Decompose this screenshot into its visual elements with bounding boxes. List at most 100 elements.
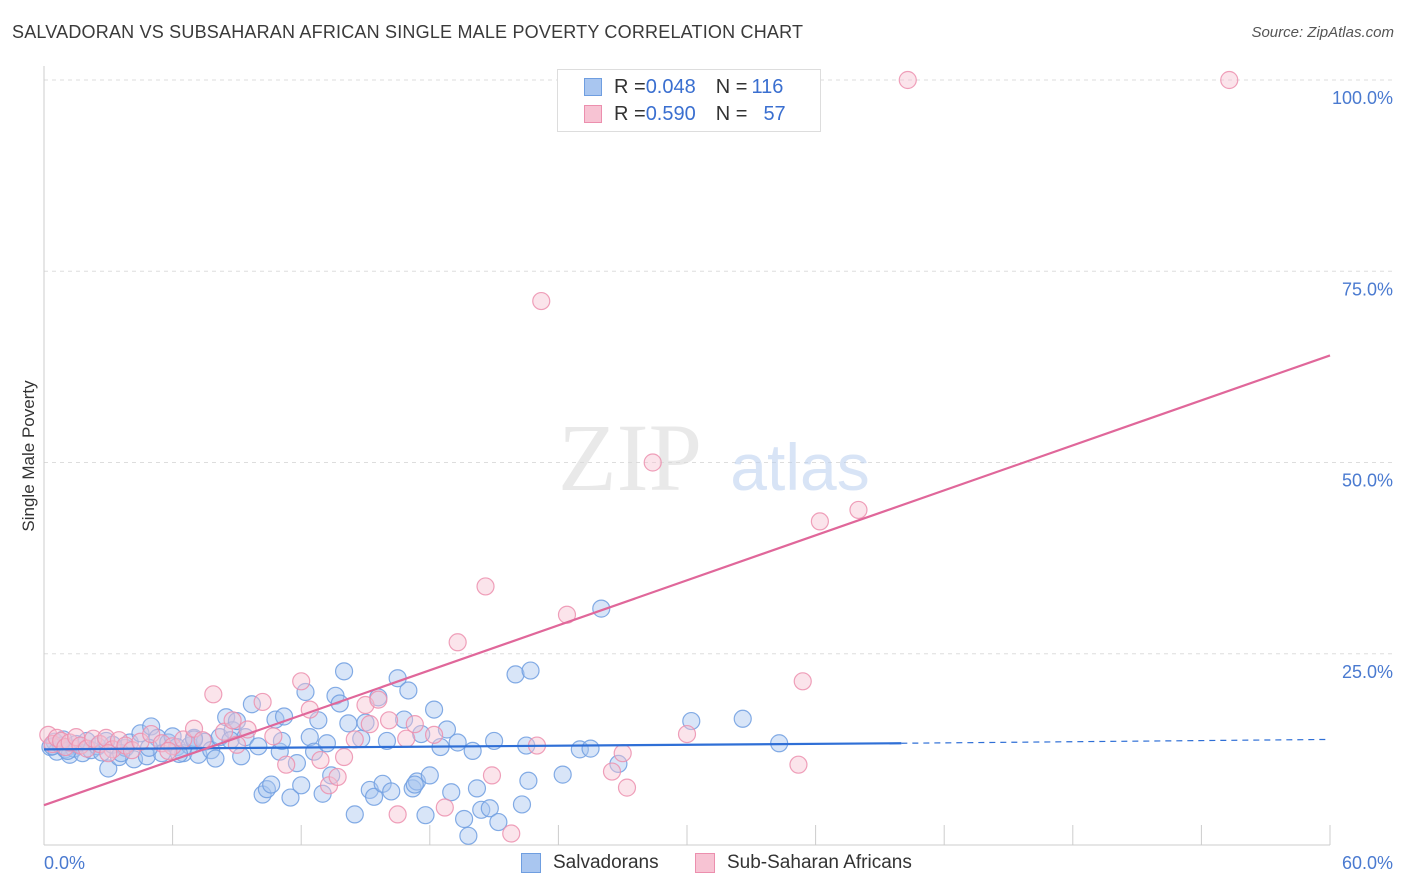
bottom-legend-sub-saharan-africans: Sub-Saharan Africans bbox=[695, 852, 912, 874]
salvadoran-point bbox=[281, 788, 300, 807]
sub-saharan-point bbox=[405, 715, 424, 734]
sub-saharan-point bbox=[898, 70, 917, 90]
salvadoran-point bbox=[262, 775, 281, 794]
sub-saharan-point bbox=[476, 577, 495, 596]
watermark-zip: ZIP bbox=[558, 404, 702, 511]
sub-saharan-point bbox=[388, 805, 407, 824]
sub-saharan-point bbox=[223, 711, 242, 730]
x-tick-label: 60.0% bbox=[1342, 853, 1393, 873]
sub-saharan-point bbox=[264, 727, 283, 746]
sub-saharan-point bbox=[204, 685, 223, 704]
sub-saharan-point bbox=[379, 711, 399, 730]
salvadoran-point bbox=[272, 731, 292, 751]
sub-saharan-point bbox=[482, 766, 502, 785]
bottom-legend-swatch-pink bbox=[695, 853, 715, 873]
y-tick-label: 50.0% bbox=[1342, 471, 1393, 491]
sub-saharan-trend-line bbox=[43, 354, 1331, 807]
sub-saharan-point bbox=[277, 755, 296, 774]
x-tick-label: 0.0% bbox=[44, 853, 85, 873]
salvadoran-point bbox=[242, 695, 262, 714]
legend-r-label: R = bbox=[614, 75, 646, 98]
bottom-legend-label: Salvadorans bbox=[553, 852, 659, 873]
sub-saharan-point bbox=[810, 512, 829, 531]
sub-saharan-point bbox=[360, 715, 379, 734]
salvadoran-point bbox=[339, 714, 358, 733]
sub-saharan-point bbox=[1220, 70, 1239, 90]
salvadoran-point bbox=[249, 737, 268, 756]
legend-n-label: N = bbox=[715, 102, 748, 125]
salvadoran-point bbox=[489, 812, 508, 832]
salvadoran-trend-extension bbox=[901, 738, 1331, 744]
salvadoran-point bbox=[463, 741, 482, 761]
sub-saharan-point bbox=[369, 690, 388, 709]
sub-saharan-point bbox=[502, 824, 521, 843]
sub-saharan-point bbox=[292, 672, 311, 691]
sub-saharan-point bbox=[435, 798, 454, 817]
sub-saharan-point bbox=[532, 291, 551, 311]
stats-legend: R = 0.048 N = 116 R = 0.590 N = 57 bbox=[557, 69, 821, 132]
legend-row-salvadorans: R = 0.048 N = 116 bbox=[584, 75, 783, 99]
sub-saharan-point bbox=[448, 633, 467, 652]
salvadoran-point bbox=[292, 776, 311, 795]
salvadoran-point bbox=[364, 787, 384, 806]
salvadoran-point bbox=[467, 779, 487, 798]
salvadoran-point bbox=[581, 739, 600, 758]
gridlines bbox=[44, 79, 1392, 655]
sub-saharan-point bbox=[613, 744, 632, 763]
y-tick-label: 25.0% bbox=[1342, 662, 1393, 682]
sub-saharan-point bbox=[238, 720, 257, 739]
legend-n-value: 57 bbox=[763, 102, 786, 125]
watermark-atlas: atlas bbox=[730, 430, 869, 504]
salvadoran-point bbox=[459, 826, 478, 845]
sub-saharan-point bbox=[602, 762, 622, 781]
axes bbox=[43, 66, 1331, 846]
bottom-legend-label: Sub-Saharan Africans bbox=[727, 852, 912, 873]
series-sub-saharan-africans bbox=[39, 70, 1239, 843]
salvadoran-point bbox=[296, 682, 315, 702]
salvadoran-point bbox=[377, 731, 397, 751]
salvadoran-point bbox=[519, 771, 538, 790]
legend-r-label: R = bbox=[614, 102, 646, 125]
sub-saharan-point bbox=[159, 741, 178, 761]
salvadoran-point bbox=[206, 749, 225, 768]
salvadoran-point bbox=[733, 709, 752, 728]
sub-saharan-point bbox=[334, 747, 354, 767]
salvadoran-point bbox=[448, 733, 467, 752]
sub-saharan-point bbox=[793, 672, 812, 691]
salvadoran-point bbox=[317, 734, 337, 753]
salvadoran-point bbox=[163, 727, 182, 746]
salvadoran-point bbox=[394, 710, 414, 729]
salvadoran-trend-line bbox=[43, 742, 902, 751]
salvadoran-point bbox=[382, 782, 401, 801]
sub-saharan-point bbox=[193, 731, 212, 750]
legend-swatch-blue bbox=[584, 78, 602, 96]
sub-saharan-point bbox=[328, 767, 347, 787]
bottom-legend-salvadorans: Salvadorans bbox=[521, 852, 659, 874]
salvadoran-point bbox=[424, 700, 444, 719]
tick-labels: 25.0% 50.0% 75.0% 100.0% 0.0% 60.0% bbox=[44, 88, 1393, 873]
y-tick-label: 100.0% bbox=[1332, 88, 1393, 108]
chart-title: SALVADORAN VS SUBSAHARAN AFRICAN SINGLE … bbox=[12, 22, 804, 42]
salvadoran-point bbox=[334, 662, 354, 681]
salvadoran-point bbox=[512, 795, 532, 814]
salvadoran-point bbox=[345, 805, 364, 824]
y-axis-label: Single Male Poverty bbox=[19, 380, 38, 532]
legend-r-value: 0.590 bbox=[645, 102, 696, 125]
sub-saharan-point bbox=[849, 500, 868, 520]
bottom-legend-swatch-blue bbox=[521, 853, 541, 873]
salvadoran-point bbox=[399, 681, 418, 700]
salvadoran-point bbox=[420, 766, 439, 785]
sub-saharan-point bbox=[643, 453, 662, 472]
y-tick-label: 75.0% bbox=[1342, 279, 1393, 299]
sub-saharan-point bbox=[424, 725, 444, 744]
salvadoran-point bbox=[300, 728, 319, 747]
legend-row-sub-saharan-africans: R = 0.590 N = 57 bbox=[584, 102, 786, 126]
sub-saharan-point bbox=[253, 692, 272, 712]
sub-saharan-point bbox=[345, 730, 364, 749]
legend-n-label: N = bbox=[715, 75, 748, 98]
sub-saharan-point bbox=[789, 755, 808, 774]
source-text: Source: ZipAtlas.com bbox=[1251, 24, 1394, 41]
salvadoran-point bbox=[454, 809, 474, 829]
watermark: ZIP atlas bbox=[558, 404, 870, 511]
